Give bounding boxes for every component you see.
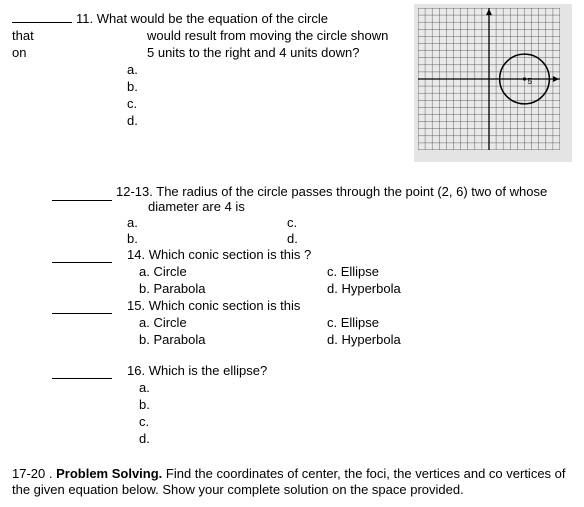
question-11-text: 11. What would be the equation of the ci… [12, 8, 414, 162]
q16-options: a. b. c. d. [127, 380, 572, 446]
p1720-bold: Problem Solving. [56, 466, 162, 481]
q11-line2: would result from moving the circle show… [147, 28, 388, 43]
q15-options: a. Circle b. Parabola c. Ellipse d. Hype… [127, 313, 572, 349]
answer-blank[interactable] [52, 301, 112, 314]
q15-opt-b: b. Parabola [127, 332, 327, 347]
q1213-opt-a: a. [127, 215, 287, 230]
q11-opt-a: a. [127, 62, 404, 77]
q16-text: Which is the ellipse? [149, 363, 268, 378]
question-15: 15. Which conic section is this a. Circl… [12, 298, 572, 349]
question-16: 16. Which is the ellipse? a. b. c. d. [12, 363, 572, 448]
problem-17-20: 17-20 . Problem Solving. Find the coordi… [12, 466, 572, 499]
q1213-opt-c: c. [287, 215, 298, 230]
q11-line1: What would be the equation of the circle [97, 11, 328, 26]
answer-blank[interactable] [12, 10, 72, 23]
q16-number: 16. [127, 363, 149, 378]
q11-hang1: that [12, 28, 147, 43]
q14-opt-b: b. Parabola [127, 281, 327, 296]
question-11: 11. What would be the equation of the ci… [12, 8, 572, 162]
q14-opt-c: c. Ellipse [327, 264, 401, 279]
svg-text:5: 5 [528, 77, 533, 86]
q1213-number: 12-13. [116, 184, 156, 199]
q16-opt-c: c. [139, 414, 572, 429]
q11-opt-c: c. [127, 96, 404, 111]
q14-number: 14. [127, 247, 149, 262]
q15-opt-d: d. Hyperbola [327, 332, 401, 347]
q11-options: a. b. c. d. [12, 62, 404, 128]
q1213-text2: diameter are 4 is [116, 199, 547, 214]
q14-text: Which conic section is this ? [149, 247, 312, 262]
answer-blank[interactable] [52, 366, 112, 379]
question-12-13: 12-13. The radius of the circle passes t… [12, 184, 572, 247]
q15-opt-c: c. Ellipse [327, 315, 401, 330]
q11-line3: 5 units to the right and 4 units down? [147, 45, 359, 60]
q11-opt-b: b. [127, 79, 404, 94]
q14-opt-d: d. Hyperbola [327, 281, 401, 296]
q14-opt-a: a. Circle [127, 264, 327, 279]
q16-opt-a: a. [139, 380, 572, 395]
q1213-opt-d: d. [287, 231, 298, 246]
q15-opt-a: a. Circle [127, 315, 327, 330]
q16-opt-b: b. [139, 397, 572, 412]
q15-text: Which conic section is this [149, 298, 301, 313]
q11-hang2: on [12, 45, 147, 60]
q14-options: a. Circle b. Parabola c. Ellipse d. Hype… [127, 262, 572, 298]
circle-graph: 5 [414, 4, 572, 162]
q15-number: 15. [127, 298, 149, 313]
answer-blank[interactable] [52, 188, 112, 201]
q1213-options: a. b. c. d. [12, 214, 572, 247]
q1213-opt-b: b. [127, 231, 287, 246]
q1213-text: The radius of the circle passes through … [156, 184, 547, 199]
q16-opt-d: d. [139, 431, 572, 446]
q11-opt-d: d. [127, 113, 404, 128]
p1720-prefix: 17-20 . [12, 466, 56, 481]
answer-blank[interactable] [52, 250, 112, 263]
question-14: 14. Which conic section is this ? a. Cir… [12, 247, 572, 298]
q11-number: 11. [76, 11, 97, 26]
